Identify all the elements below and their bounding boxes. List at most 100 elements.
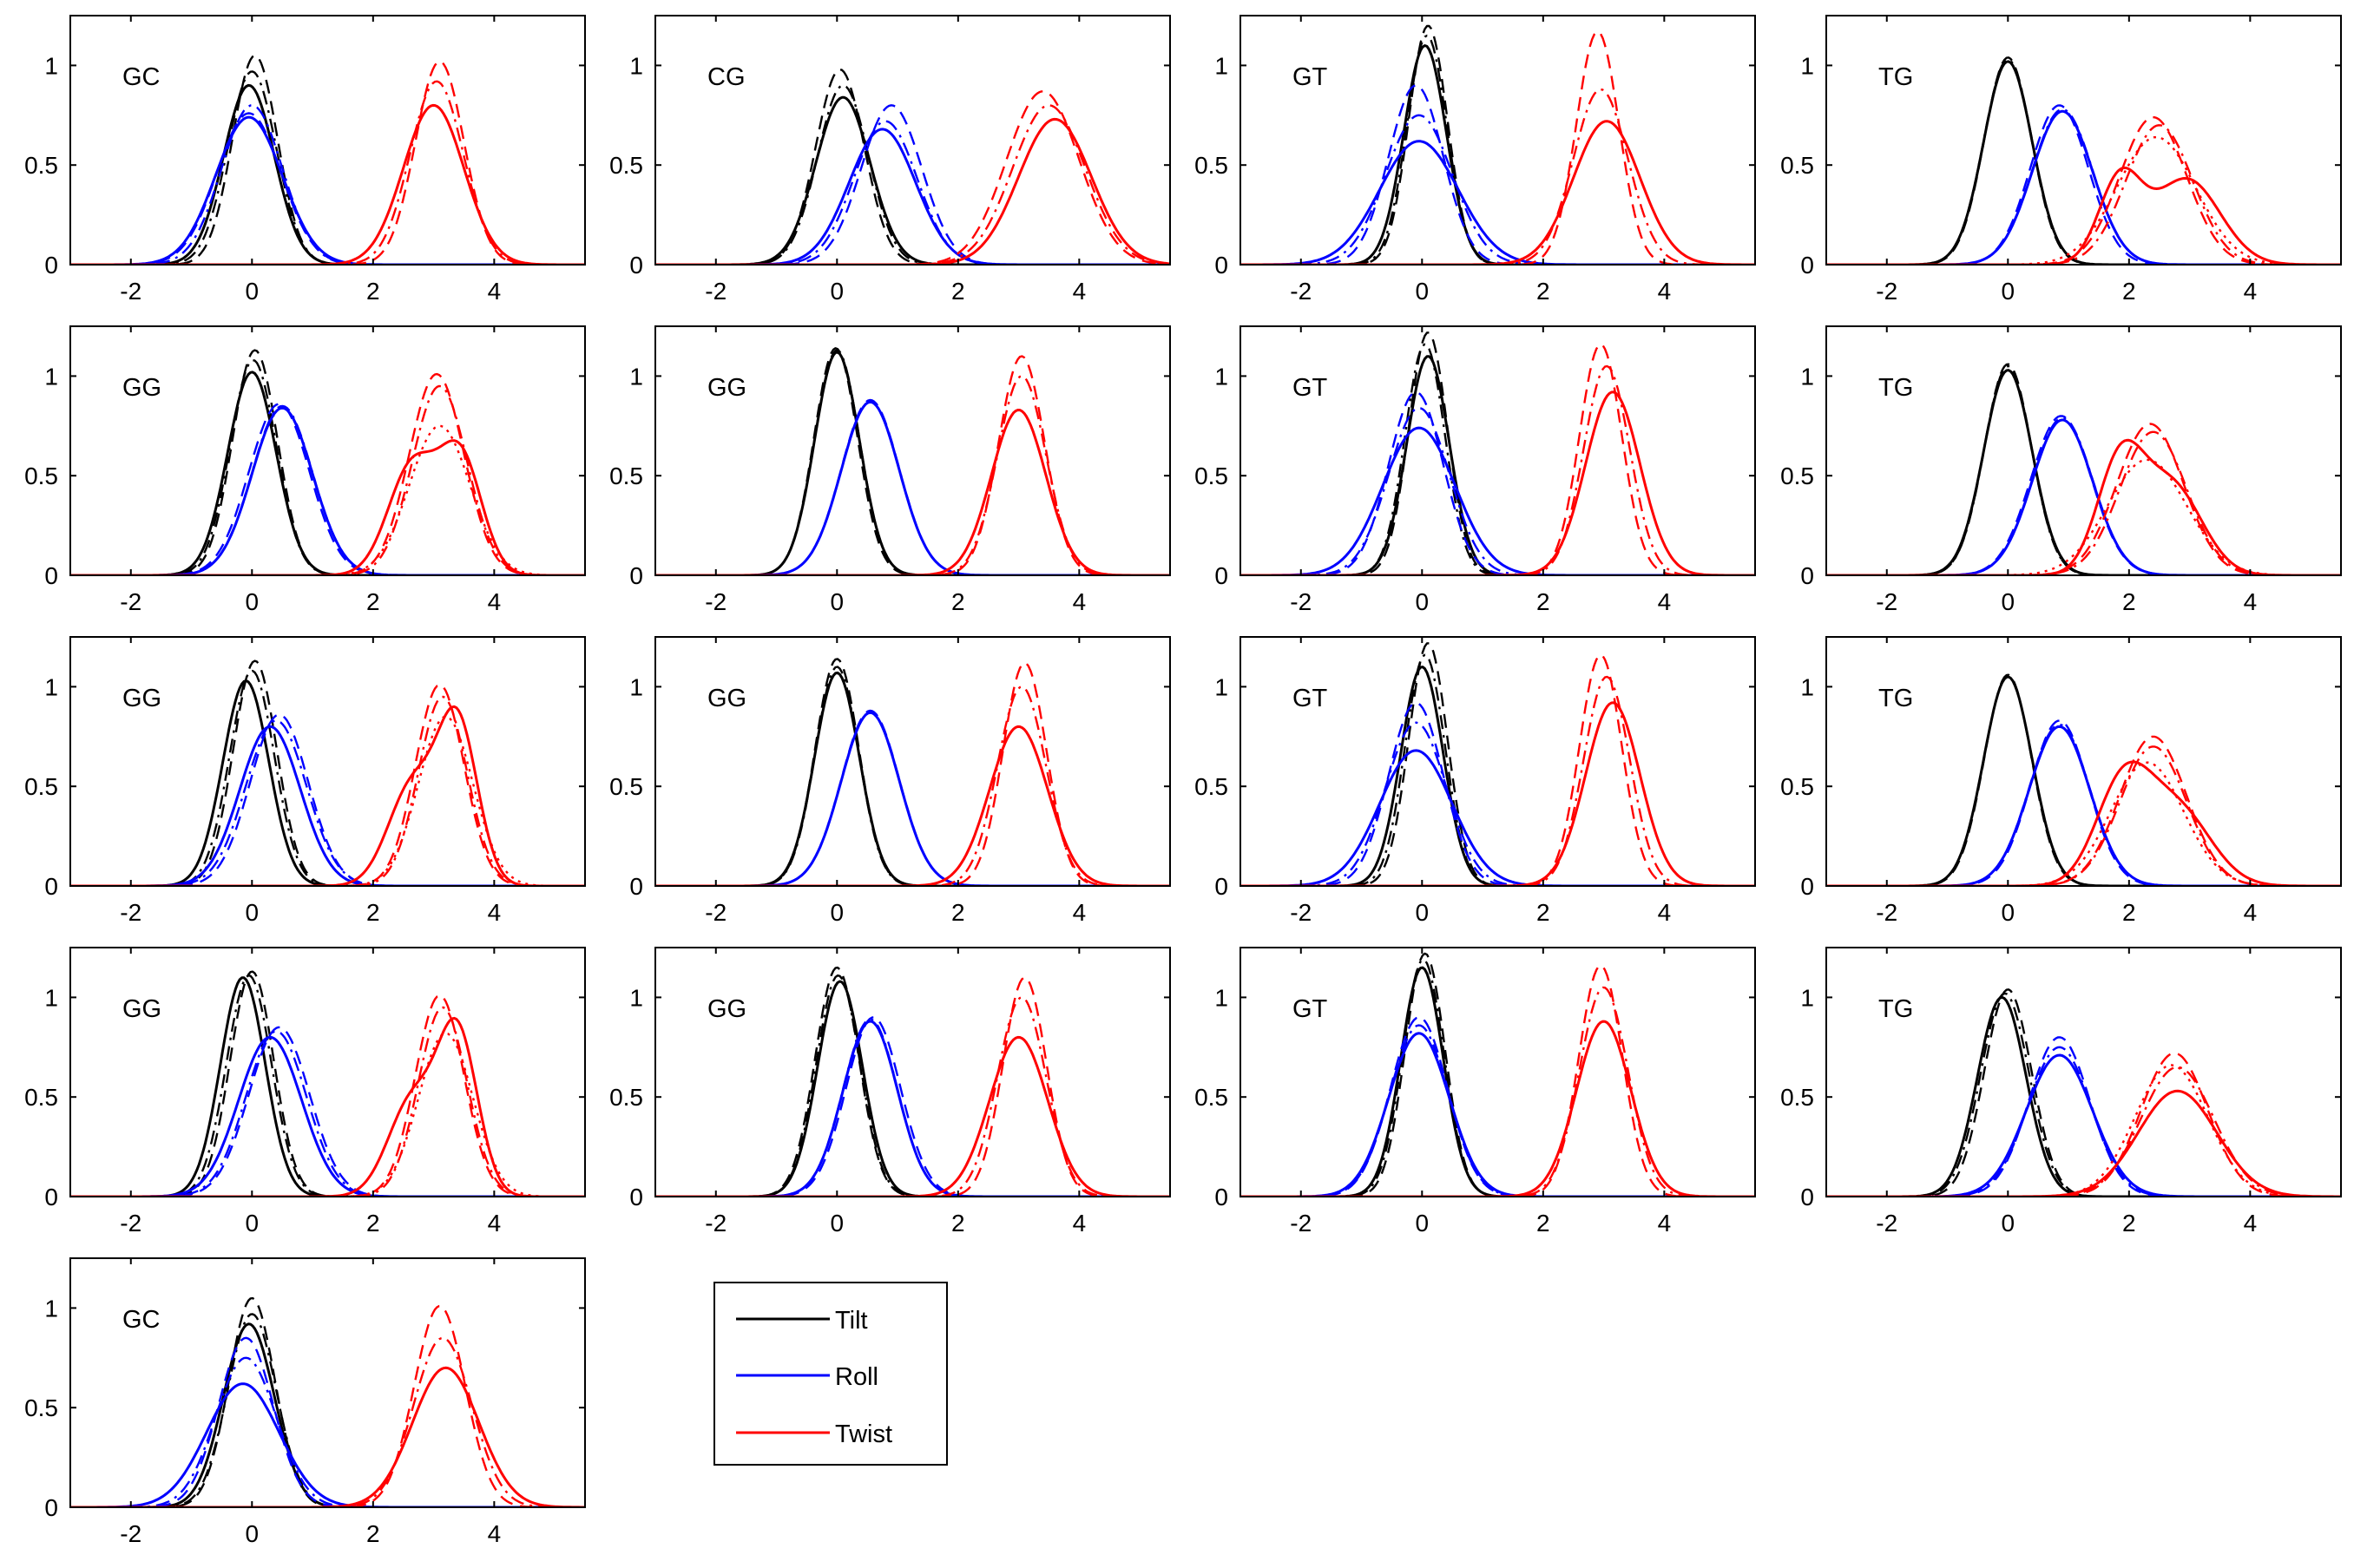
x-tick-label: 4 — [1073, 588, 1087, 615]
y-tick-label: 0.5 — [1194, 463, 1228, 489]
y-tick-label: 0 — [629, 873, 643, 900]
series-line-tilt-solid — [70, 1322, 585, 1507]
subplot: -2 0 2 4 0 0.5 1 TG — [1780, 636, 2342, 926]
series-line-twist-solid — [70, 439, 585, 575]
x-tick-label: -2 — [1876, 899, 1897, 926]
x-tick-label: -2 — [1290, 278, 1312, 305]
y-tick-label: 1 — [629, 984, 643, 1011]
series-line-tilt-dashed — [1240, 642, 1755, 886]
x-tick-label: -2 — [120, 1520, 141, 1547]
x-tick-label: 0 — [831, 588, 845, 615]
y-tick-label: 1 — [1800, 984, 1814, 1011]
x-tick-label: -2 — [120, 1210, 141, 1237]
plot-area — [1240, 331, 1755, 575]
series-line-roll-solid — [1826, 1053, 2341, 1197]
axes-frame — [1239, 325, 1756, 576]
y-tick-label: 0 — [44, 1184, 58, 1210]
y-tick-label: 0 — [44, 873, 58, 900]
x-tick-label: 2 — [951, 899, 965, 926]
series-line-roll-dashdot — [1826, 417, 2341, 575]
legend-box — [713, 1282, 948, 1466]
series-line-roll-solid — [1826, 418, 2341, 575]
x-tick-label: 4 — [1073, 278, 1087, 305]
y-tick-label: 1 — [629, 363, 643, 390]
y-tick-label: 1 — [44, 52, 58, 79]
series-line-twist-dashed — [1826, 1052, 2341, 1197]
panel-label: GG — [122, 685, 161, 712]
series-line-twist-dashdot — [70, 384, 585, 575]
y-tick-label: 0.5 — [609, 1084, 643, 1111]
series-line-roll-solid — [70, 115, 585, 265]
series-line-twist-dashdot — [655, 996, 1170, 1197]
x-tick-label: 0 — [2002, 588, 2015, 615]
series-line-twist-dashed — [1826, 735, 2341, 886]
series-line-twist-dashed — [70, 684, 585, 886]
panel-label: GG — [707, 374, 746, 402]
axes-frame — [1239, 947, 1756, 1197]
series-line-roll-solid — [70, 1035, 585, 1197]
panel-label: GT — [1292, 995, 1328, 1023]
x-tick-label: 4 — [1073, 1210, 1087, 1237]
axes-frame — [1825, 636, 2342, 887]
x-tick-label: 2 — [1536, 1210, 1550, 1237]
y-tick-label: 0 — [44, 252, 58, 279]
axes-frame — [1239, 15, 1756, 266]
series-line-roll-dashed — [70, 112, 585, 265]
x-tick-label: 4 — [1658, 899, 1672, 926]
axes-frame — [69, 947, 586, 1197]
series-line-roll-dashed — [70, 713, 585, 886]
series-line-twist-dashdot — [655, 375, 1170, 575]
y-tick-label: 1 — [1800, 363, 1814, 390]
series-line-roll-dashdot — [1240, 1024, 1755, 1197]
x-tick-label: 4 — [488, 278, 502, 305]
series-line-roll-solid — [1240, 426, 1755, 575]
axes-frame — [69, 1257, 586, 1508]
y-tick-label: 1 — [629, 673, 643, 700]
series-line-twist-dashdot — [1826, 430, 2341, 575]
series-line-roll-dashed — [1826, 104, 2341, 265]
axes-frame — [1825, 325, 2342, 576]
series-line-twist-solid — [1826, 760, 2341, 886]
axes-frame — [654, 325, 1171, 576]
series-line-roll-solid — [1240, 749, 1755, 886]
x-tick-label: -2 — [1290, 588, 1312, 615]
series-line-twist-solid — [1826, 166, 2341, 265]
x-tick-label: -2 — [1290, 1210, 1312, 1237]
axes-frame — [69, 15, 586, 266]
subplot: -2 0 2 4 0 0.5 1 GG — [609, 947, 1171, 1237]
series-line-roll-dashdot — [70, 404, 585, 575]
x-tick-label: 0 — [246, 1210, 260, 1237]
x-tick-label: 0 — [1416, 899, 1430, 926]
series-line-twist-dashdot — [70, 1006, 585, 1197]
series-line-twist-dotted — [1826, 1064, 2341, 1197]
x-tick-label: -2 — [1876, 588, 1897, 615]
y-tick-label: 0.5 — [609, 463, 643, 489]
series-line-roll-solid — [70, 725, 585, 886]
y-tick-label: 0 — [629, 252, 643, 279]
series-line-twist-dashed — [1240, 343, 1755, 575]
series-line-twist-dashdot — [70, 695, 585, 886]
series-line-twist-dashed — [70, 60, 585, 265]
y-tick-label: 0.5 — [24, 773, 58, 800]
series-line-twist-solid — [1240, 1020, 1755, 1197]
x-tick-label: -2 — [705, 278, 727, 305]
x-tick-label: 4 — [488, 899, 502, 926]
series-line-roll-solid — [70, 406, 585, 575]
y-tick-label: 0 — [1214, 562, 1228, 589]
y-tick-label: 1 — [1800, 673, 1814, 700]
subplot: -2 0 2 4 0 0.5 1 GT — [1194, 636, 1756, 926]
x-tick-label: 2 — [366, 1520, 380, 1547]
series-line-tilt-dashdot — [70, 1313, 585, 1507]
series-line-roll-solid — [1240, 1032, 1755, 1197]
x-tick-label: 4 — [488, 588, 502, 615]
subplot: -2 0 2 4 0 0.5 1 GC — [24, 15, 586, 305]
series-line-twist-dashed — [655, 976, 1170, 1197]
axes-frame — [654, 636, 1171, 887]
series-line-tilt-solid — [70, 83, 585, 265]
x-tick-label: 2 — [2122, 899, 2136, 926]
y-tick-label: 0 — [44, 562, 58, 589]
x-tick-label: 2 — [366, 278, 380, 305]
panel-label: GG — [707, 995, 746, 1023]
y-tick-label: 0 — [1800, 252, 1814, 279]
